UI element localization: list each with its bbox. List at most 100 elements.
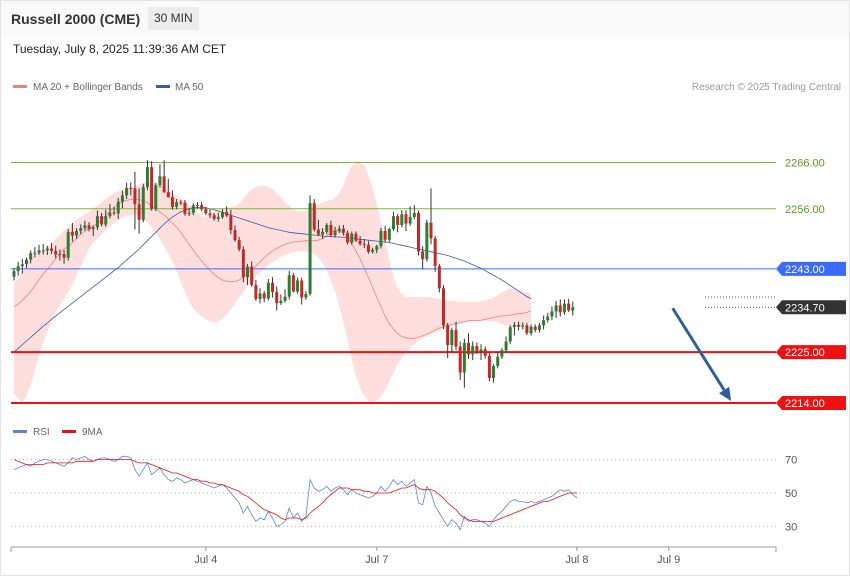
candle-body [304,293,308,298]
candle-body [108,212,112,217]
time-tick-label: Jul 4 [194,554,217,566]
forecast-arrow-shaft [671,307,726,391]
candle-body [554,305,558,312]
level-2234-70-label: 2234.70 [785,302,825,314]
candle-body [346,232,350,243]
candle-body [337,228,341,231]
candle-body [33,252,37,254]
candle-body [266,282,270,299]
candle-body [229,215,233,231]
candle-body [58,254,62,256]
candle-body [387,229,391,240]
level-2266-00-label: 2266.00 [785,158,825,170]
candle-body [321,231,325,235]
candle-body [175,202,179,207]
chart-credit: Research © 2025 Trading Central [692,82,841,93]
candle-body [492,366,496,379]
candle-body [187,212,191,214]
candle-body [208,213,212,216]
candle-body [400,214,404,225]
candle-body [221,211,224,218]
legend-swatch-ma50 [156,85,170,88]
candle-body [271,282,275,292]
candle-body [100,216,104,225]
forecast-arrow [671,307,732,401]
candle-body [508,327,512,342]
candle-body [225,211,229,216]
candle-body [279,300,283,304]
candle-body [191,205,195,213]
candle-body [20,264,24,267]
candle-body [120,195,124,202]
candle-body [558,305,562,313]
candle-body [116,201,120,214]
candle-body [95,216,99,228]
candle-body [329,224,333,236]
candle-body [83,225,87,229]
candle-body [425,222,429,260]
candle-body [325,224,329,232]
candle-body [521,325,525,327]
candle-body [16,266,20,272]
candle-body [362,243,366,245]
candle-body [312,203,316,230]
legend-label-ma50: MA 50 [175,82,204,93]
candle-body [446,325,450,346]
candle-body [442,288,446,326]
candle-body [316,229,320,235]
candle-body [533,326,537,330]
candle-body [237,240,241,250]
rsi-tick-50: 50 [785,488,797,500]
candle-body [45,248,49,251]
candle-body [454,329,458,347]
candle-body [421,251,425,260]
candle-body [496,356,500,366]
level-2243-00-label: 2243.00 [785,264,825,276]
candle-body [471,346,475,355]
candle-body [291,275,295,292]
candle-body [571,307,575,311]
rsi-line [13,455,578,531]
candle-body [500,350,504,357]
candle-body [233,230,237,241]
candle-body [87,225,91,230]
candle-body [66,231,70,258]
candle-body [37,250,41,253]
candle-body [262,293,266,299]
candle-body [25,259,29,265]
candle-body [254,285,258,299]
candle-body [241,249,245,278]
chart-header [1,1,849,37]
legend-swatch-ma20 [13,85,27,88]
time-tick-label: Jul 9 [657,554,680,566]
candle-body [258,293,262,299]
candle-body [287,275,291,297]
candle-body [129,187,133,189]
candlesticks [12,160,575,388]
candle-body [537,325,541,330]
candle-body [504,341,508,351]
candle-body [412,212,416,218]
candle-body [195,205,199,207]
time-tick-label: Jul 7 [365,554,388,566]
level-2225-00-label: 2225.00 [785,347,825,359]
candle-body [150,167,154,209]
candle-body [375,246,379,250]
level-2256-00-label: 2256.00 [785,204,825,216]
level-2225-00-tag [776,345,846,360]
candle-body [358,240,362,244]
candle-body [450,329,454,346]
candle-body [529,326,533,334]
candle-body [170,197,174,207]
level-2234-70-tag [776,300,846,315]
candle-body [212,215,216,219]
timeframe-badge[interactable]: 30 MIN [148,7,199,30]
candle-body [567,303,571,311]
candle-body [104,216,108,225]
candle-body [112,212,116,214]
bollinger-band-fill [14,161,532,403]
candle-body [475,346,479,352]
candle-body [562,303,566,313]
candle-body [308,203,312,294]
